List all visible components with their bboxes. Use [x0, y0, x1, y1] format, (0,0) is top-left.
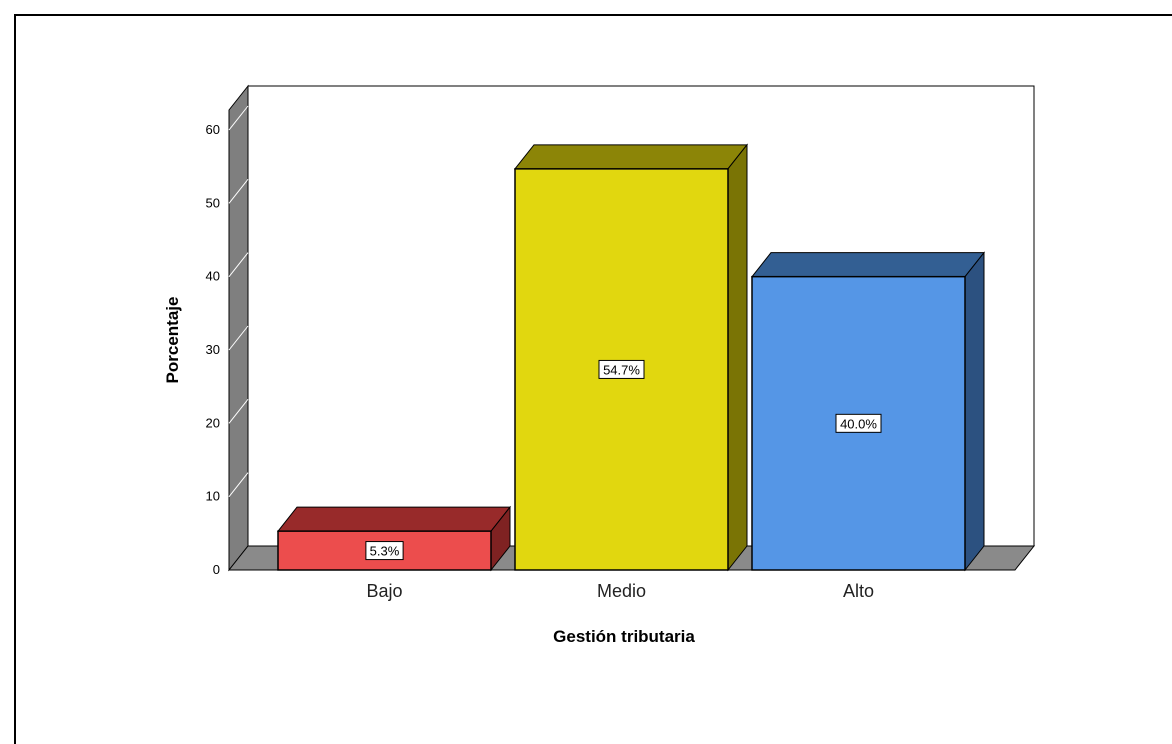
x-axis-labels: Bajo Medio Alto [366, 581, 874, 601]
bar-bajo: 5.3% [276, 505, 512, 572]
bar-top-alto [750, 252, 986, 278]
side-wall [228, 84, 249, 572]
data-label-alto: 40.0% [840, 416, 877, 431]
data-label-medio: 54.7% [603, 362, 640, 377]
chart-frame [14, 14, 1172, 744]
data-label-box-bajo [365, 541, 404, 561]
y-gridline-60 [228, 105, 249, 131]
y-tick-label-20: 20 [206, 415, 220, 430]
bar-medio: 54.7% [513, 143, 749, 572]
bars: 5.3% 54.7% 40.0% [276, 143, 986, 572]
y-gridline-40 [228, 252, 249, 277]
y-tick-label-50: 50 [206, 195, 220, 210]
bar-top-medio [513, 144, 749, 170]
x-axis-title: Gestión tributaria [553, 627, 695, 646]
y-gridline-30 [228, 325, 249, 351]
x-tick-label-bajo: Bajo [366, 581, 402, 601]
x-tick-label-medio: Medio [597, 581, 646, 601]
data-label-bajo: 5.3% [370, 544, 400, 559]
data-label-box-medio [598, 359, 645, 379]
bar-side-medio [727, 143, 748, 572]
y-tick-label-30: 30 [206, 342, 220, 357]
bar-top-bajo [276, 506, 512, 532]
y-tick-label-40: 40 [206, 269, 220, 284]
y-axis-title: Porcentaje [163, 297, 182, 384]
y-gridline-50 [228, 179, 249, 204]
y-axis-ticks: 0 10 20 30 40 50 60 [206, 105, 249, 577]
y-tick-label-0: 0 [213, 562, 220, 577]
data-label-box-alto [835, 413, 882, 433]
y-gridline-20 [228, 399, 249, 424]
x-tick-label-alto: Alto [843, 581, 874, 601]
y-tick-label-60: 60 [206, 122, 220, 137]
bar-side-alto [964, 251, 985, 572]
y-tick-label-10: 10 [206, 489, 220, 504]
bar-alto: 40.0% [750, 251, 986, 572]
y-gridline-10 [228, 472, 249, 497]
